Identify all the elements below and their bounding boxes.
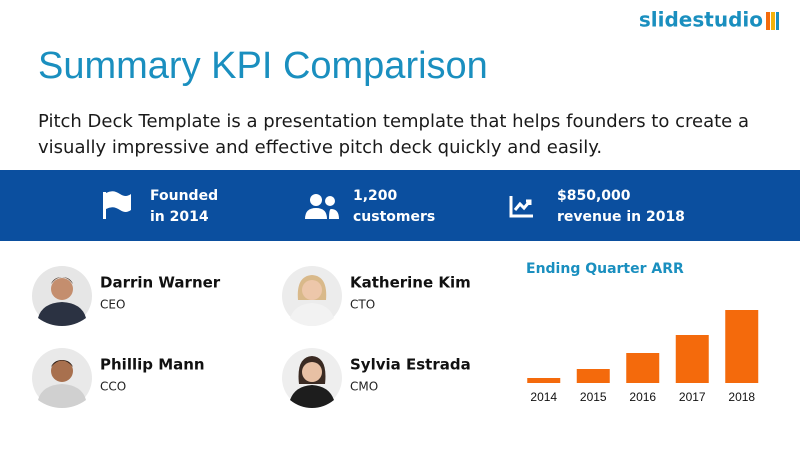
x-tick-label: 2014 [530,390,557,404]
bar [576,369,610,383]
bar [725,310,759,383]
person-role: CEO [100,298,125,312]
chart-title: Ending Quarter ARR [526,261,684,277]
bar [626,353,660,383]
chart-icon [509,196,533,218]
kpi-band [0,170,800,241]
person-name: Katherine Kim [350,274,471,292]
brand-name: slidestudio [639,8,763,32]
kpi-text: revenue in 2018 [557,209,685,225]
title: Summary KPI Comparison [38,45,488,87]
x-tick-label: 2018 [728,390,755,404]
avatar [32,266,92,326]
person-role: CCO [100,380,126,394]
description-line: Pitch Deck Template is a presentation te… [38,111,749,132]
flag-icon [103,191,131,219]
kpi-text: 1,200 [353,188,398,204]
person-role: CMO [350,380,378,394]
bar [527,378,561,383]
bar [675,335,709,383]
brand-logo [766,12,779,30]
description-line: visually impressive and effective pitch … [38,137,602,158]
person-role: CTO [350,298,375,312]
kpi-text: in 2014 [150,209,209,225]
avatar [32,348,92,408]
person-name: Phillip Mann [100,356,205,374]
avatar [282,266,342,326]
x-tick-label: 2016 [629,390,656,404]
person-name: Sylvia Estrada [350,356,471,374]
people-icon [305,194,339,219]
kpi-text: $850,000 [557,188,631,204]
kpi-text: Founded [150,188,218,204]
x-tick-label: 2017 [679,390,706,404]
x-tick-label: 2015 [580,390,607,404]
kpi-text: customers [353,209,435,225]
person-name: Darrin Warner [100,274,221,292]
avatar [282,348,342,408]
